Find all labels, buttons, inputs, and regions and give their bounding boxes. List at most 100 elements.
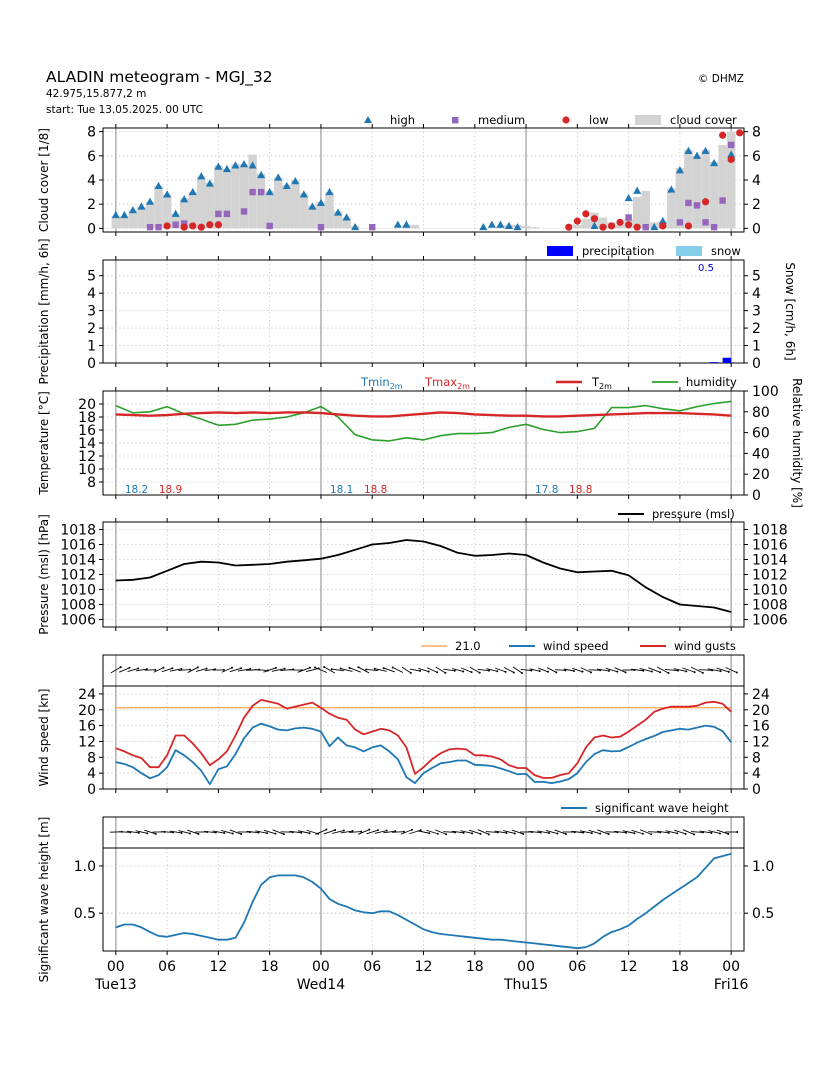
- wind-arrow-head: [650, 670, 653, 673]
- wave-arrow-head: [487, 833, 490, 836]
- wind-arrow: [110, 666, 121, 674]
- wind-arrow-head: [283, 667, 286, 670]
- high-cloud-marker: [163, 190, 172, 198]
- high-cloud-marker: [316, 198, 325, 206]
- wind-arrow: [572, 667, 583, 673]
- cloud-cover-bar: [171, 213, 180, 229]
- pressure-line: [115, 539, 732, 613]
- wind-arrow-head: [487, 669, 490, 672]
- wind-arrow: [580, 667, 592, 673]
- y-tick-label-right: 2: [752, 321, 761, 337]
- wind-arrow-head: [538, 670, 541, 673]
- wave-arrow-head: [257, 831, 260, 834]
- wave-arrow-head: [308, 832, 311, 835]
- wave-arrow-head: [505, 831, 508, 834]
- cloud-cover-bar: [308, 205, 317, 229]
- cloud-cover-bar: [709, 161, 719, 229]
- wind-arrow: [229, 667, 242, 673]
- wave-arrow: [374, 830, 387, 834]
- wind-arrow-head: [339, 667, 342, 670]
- title: ALADIN meteogram - MGJ_32: [46, 68, 273, 87]
- low-cloud-marker: [214, 221, 222, 229]
- wind-arrow: [305, 667, 319, 673]
- high-cloud-marker: [351, 222, 360, 231]
- cloud-cover-bar: [573, 224, 582, 229]
- high-cloud-marker: [701, 146, 710, 154]
- y-tick-label: 0.5: [74, 906, 96, 922]
- y-tick-label: 14: [78, 436, 96, 452]
- wind-arrow-head: [512, 671, 515, 674]
- y-tick-label-right: 24: [752, 687, 770, 703]
- wind-arrow-head: [240, 667, 243, 670]
- wind-arrow-head: [382, 667, 385, 670]
- cloud-cover-bar: [530, 227, 539, 229]
- wave-arrow: [212, 830, 225, 834]
- high-cloud-marker: [240, 160, 249, 168]
- wind-arrow-head: [308, 666, 311, 669]
- legend-label: wind speed: [543, 639, 609, 653]
- low-cloud-marker: [197, 223, 205, 231]
- wind-arrow: [520, 668, 532, 672]
- wave-arrow-head: [402, 830, 405, 833]
- wave-arrow: [460, 830, 473, 834]
- wind-arrow: [392, 667, 404, 673]
- high-cloud-marker: [222, 164, 231, 173]
- wind-speed-line: [115, 722, 732, 786]
- cloud-cover-bar: [667, 188, 676, 229]
- wave-arrow-head: [342, 829, 345, 832]
- cloud-cover-bar: [256, 173, 266, 229]
- wave-arrow-head: [710, 831, 713, 834]
- wave-arrow: [340, 830, 353, 834]
- low-cloud-marker: [659, 222, 667, 230]
- legend-medium-marker: [452, 117, 459, 124]
- high-cloud-marker: [111, 210, 120, 219]
- wind-arrow-head: [119, 666, 122, 669]
- wave-arrow: [468, 829, 481, 835]
- wave-arrow: [306, 829, 319, 835]
- high-cloud-marker: [650, 222, 659, 231]
- wave-arrow: [417, 830, 430, 834]
- day-label: Wed14: [297, 977, 345, 993]
- precipitation-bar: [722, 357, 732, 363]
- cloud-cover-bar: [128, 210, 138, 229]
- x-tick-label: 12: [209, 959, 227, 975]
- wave-arrow-head: [445, 833, 448, 836]
- medium-cloud-marker: [215, 210, 222, 218]
- low-cloud-marker: [719, 131, 727, 139]
- y-axis-label: Temperature [°C]: [37, 391, 51, 496]
- y-tick-label-right: 4: [752, 173, 761, 189]
- wave-arrow: [648, 831, 661, 833]
- wave-arrow: [656, 830, 669, 834]
- x-tick-label: 06: [568, 959, 586, 975]
- wind-arrow: [538, 667, 549, 673]
- wave-arrow-head: [197, 832, 200, 835]
- medium-cloud-marker: [710, 223, 718, 231]
- wind-arrow: [127, 668, 139, 672]
- cloud-cover-bar: [222, 169, 232, 229]
- wave-arrow-head: [334, 829, 337, 832]
- y-tick-label: 2: [87, 321, 96, 337]
- wave-arrow: [135, 830, 148, 834]
- wind-arrow: [512, 666, 523, 674]
- y-tick-label-right: 3: [752, 304, 761, 320]
- wind-arrow: [707, 668, 721, 672]
- medium-cloud-marker: [249, 188, 256, 196]
- wind-arrow-head: [249, 667, 252, 670]
- wind-arrow: [401, 666, 412, 674]
- wind-arrow: [664, 668, 678, 672]
- wind-arrow-head: [590, 671, 593, 674]
- wave-arrow-head: [641, 832, 644, 835]
- y-axis-label: Cloud cover [1/8]: [37, 128, 51, 232]
- wind-arrow-head: [196, 666, 199, 669]
- low-cloud-marker: [590, 215, 599, 223]
- wave-arrow: [485, 831, 498, 833]
- y-tick-label-right: 0: [752, 221, 761, 237]
- wind-arrow: [136, 668, 147, 672]
- wind-arrow-head: [581, 670, 584, 673]
- wave-arrow-head: [582, 831, 585, 834]
- wave-arrow: [118, 831, 131, 833]
- cloud-cover-bar: [291, 180, 300, 229]
- wave-arrow: [554, 829, 567, 835]
- high-cloud-marker: [188, 187, 197, 196]
